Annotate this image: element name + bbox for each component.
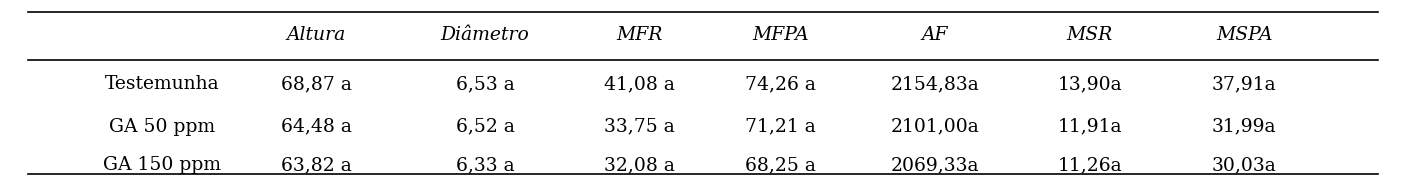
Text: MFR: MFR xyxy=(617,26,662,44)
Text: 31,99a: 31,99a xyxy=(1212,118,1277,136)
Text: GA 150 ppm: GA 150 ppm xyxy=(103,156,221,174)
Text: Altura: Altura xyxy=(287,26,346,44)
Text: AF: AF xyxy=(922,26,948,44)
Text: 6,33 a: 6,33 a xyxy=(456,156,515,174)
Text: 63,82 a: 63,82 a xyxy=(281,156,352,174)
Text: 32,08 a: 32,08 a xyxy=(605,156,675,174)
Text: 11,91a: 11,91a xyxy=(1057,118,1122,136)
Text: GA 50 ppm: GA 50 ppm xyxy=(108,118,215,136)
Text: 2101,00a: 2101,00a xyxy=(890,118,980,136)
Text: 30,03a: 30,03a xyxy=(1212,156,1277,174)
Text: Testemunha: Testemunha xyxy=(104,76,219,93)
Text: Diâmetro: Diâmetro xyxy=(440,26,530,44)
Text: 2069,33a: 2069,33a xyxy=(891,156,979,174)
Text: 68,25 a: 68,25 a xyxy=(745,156,815,174)
Text: 2154,83a: 2154,83a xyxy=(890,76,980,93)
Text: 6,53 a: 6,53 a xyxy=(456,76,515,93)
Text: 6,52 a: 6,52 a xyxy=(456,118,515,136)
Text: 64,48 a: 64,48 a xyxy=(281,118,352,136)
Text: 11,26a: 11,26a xyxy=(1057,156,1122,174)
Text: 41,08 a: 41,08 a xyxy=(605,76,675,93)
Text: MSPA: MSPA xyxy=(1216,26,1272,44)
Text: 33,75 a: 33,75 a xyxy=(605,118,675,136)
Text: 37,91a: 37,91a xyxy=(1212,76,1277,93)
Text: 71,21 a: 71,21 a xyxy=(745,118,815,136)
Text: 74,26 a: 74,26 a xyxy=(745,76,815,93)
Text: 68,87 a: 68,87 a xyxy=(281,76,352,93)
Text: MSR: MSR xyxy=(1067,26,1112,44)
Text: MFPA: MFPA xyxy=(752,26,808,44)
Text: 13,90a: 13,90a xyxy=(1057,76,1122,93)
